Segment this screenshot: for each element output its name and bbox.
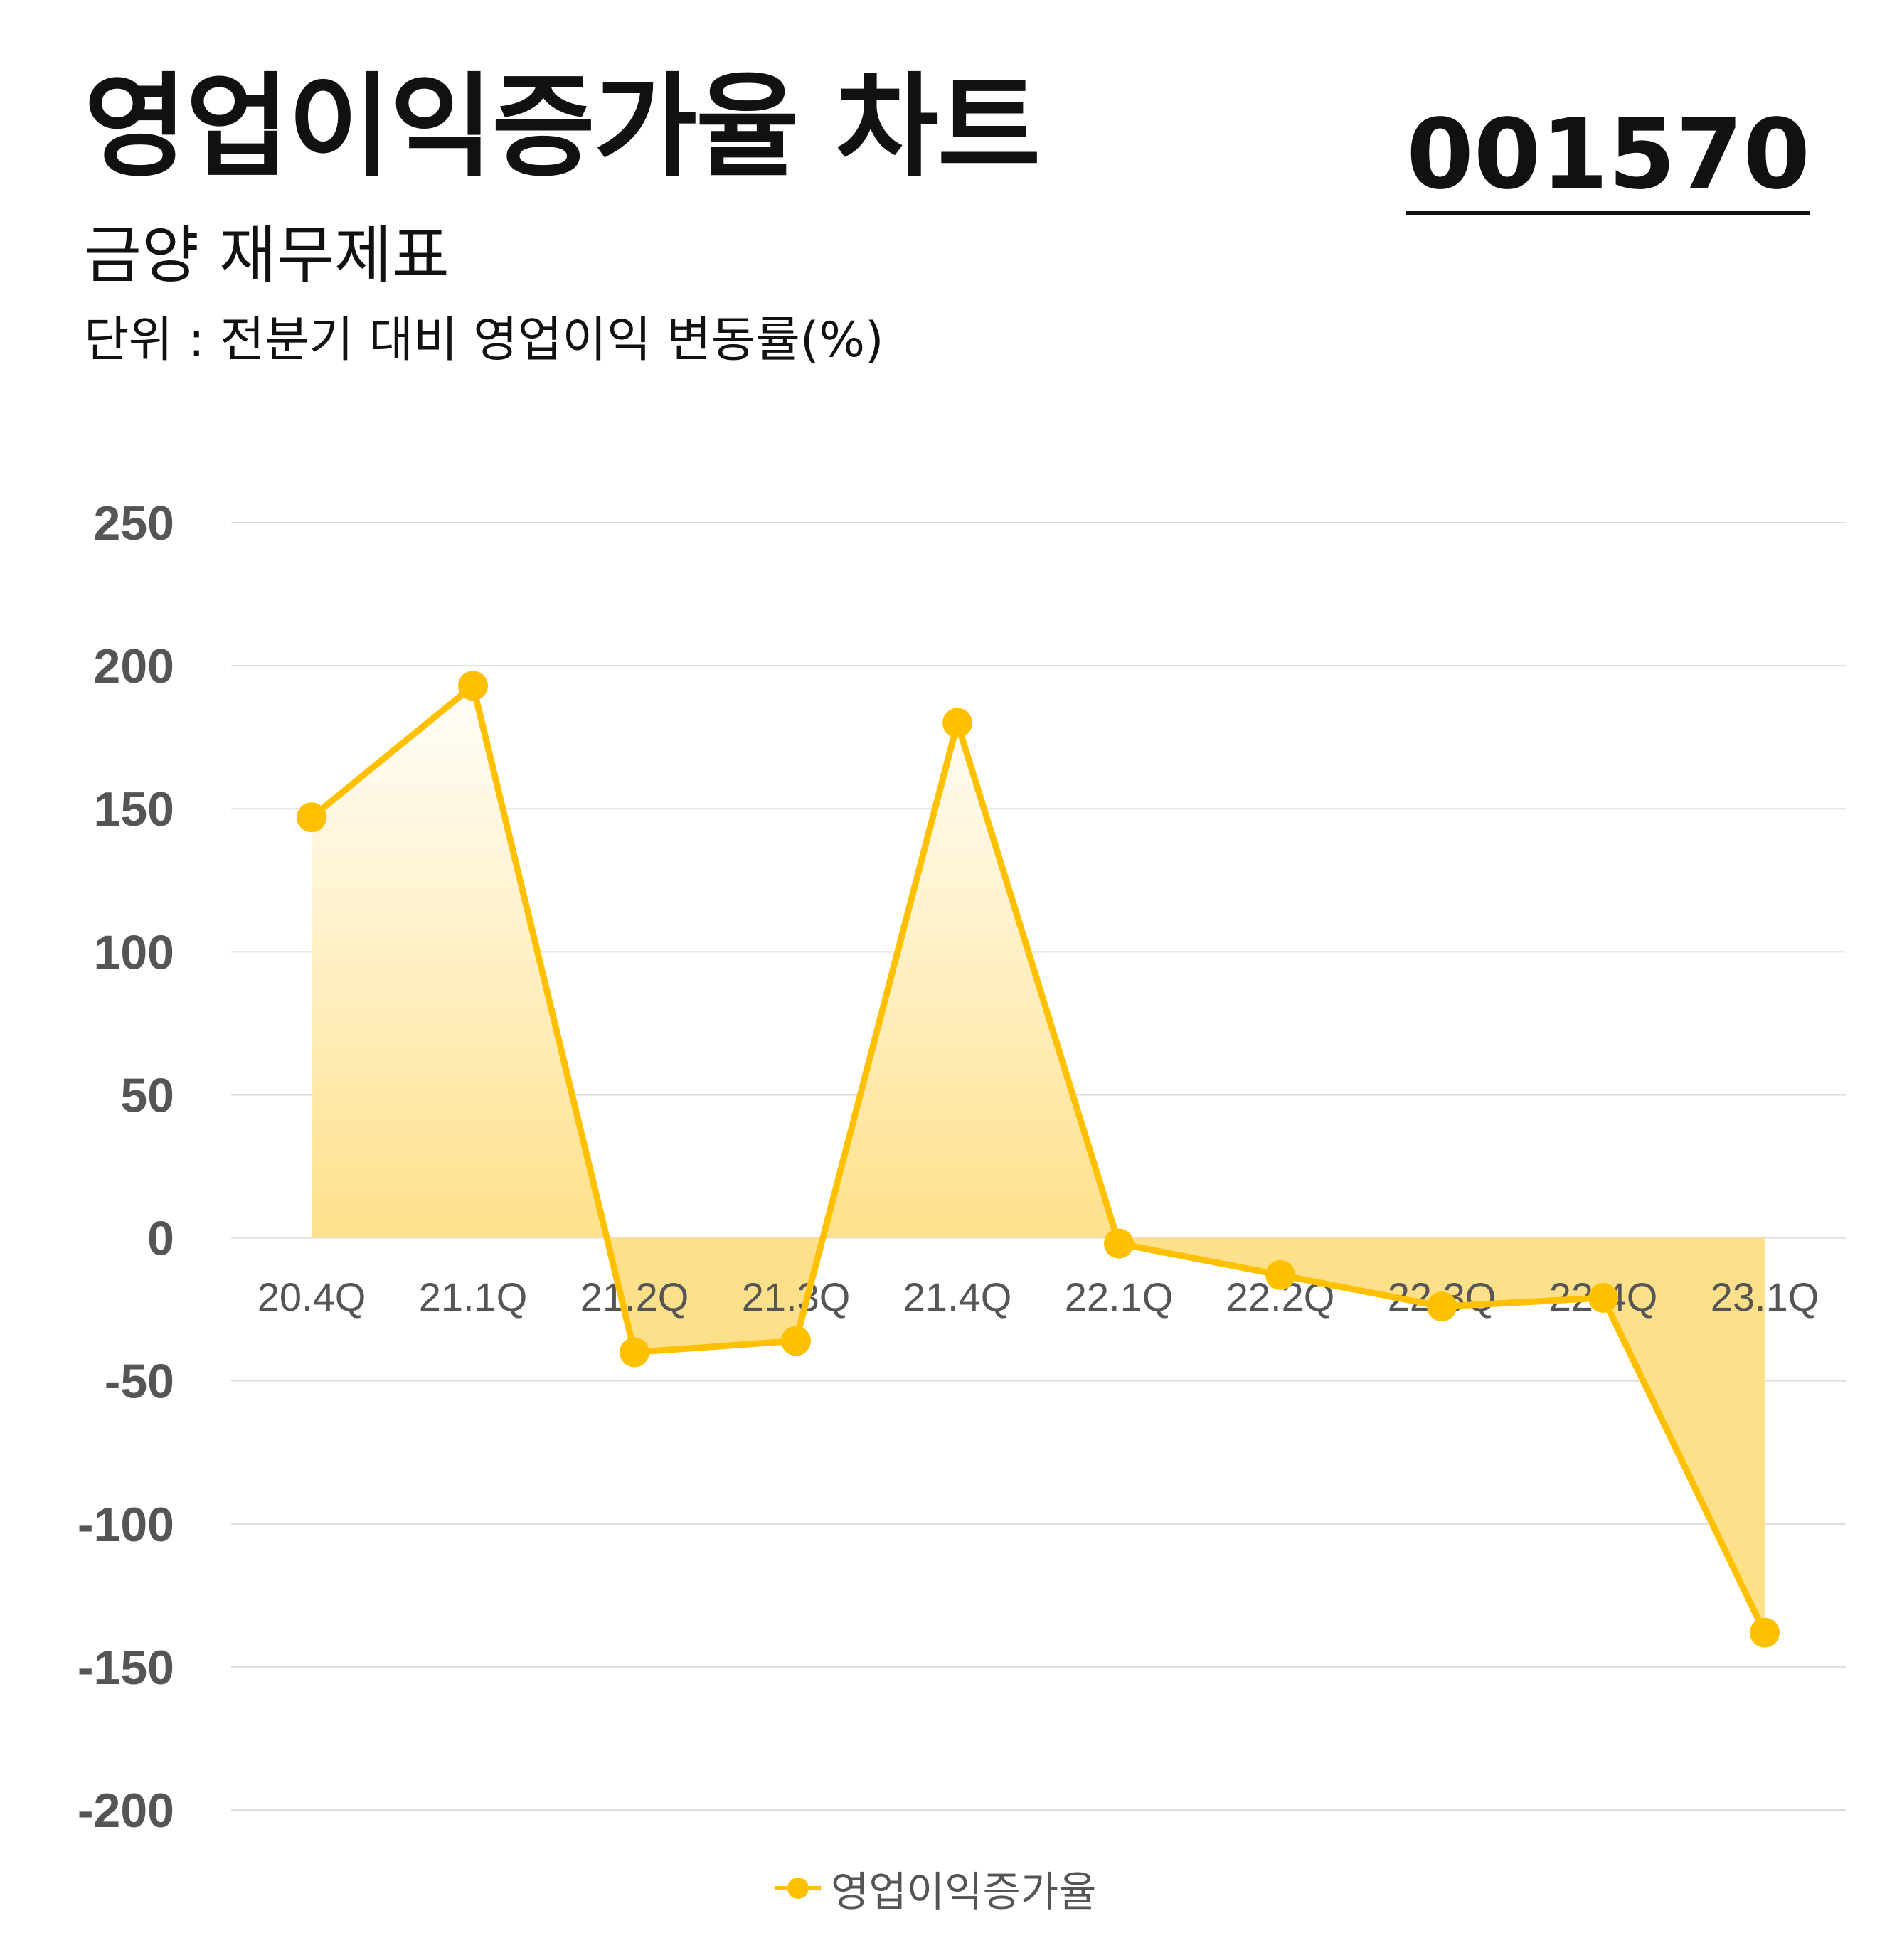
y-tick-label: 100 xyxy=(94,925,174,979)
x-tick-label: 21.3Q xyxy=(742,1274,851,1319)
legend-marker-icon xyxy=(775,1874,821,1902)
series-line xyxy=(308,682,1768,1636)
data-point xyxy=(297,802,326,833)
data-point xyxy=(620,1337,649,1368)
legend-label: 영업이익증가율 xyxy=(831,1868,1097,1916)
data-point xyxy=(458,671,488,701)
x-tick-label: 21.2Q xyxy=(580,1274,689,1319)
y-tick-label: 200 xyxy=(94,639,174,693)
legend[interactable]: 영업이익증가율 xyxy=(775,1860,1097,1917)
data-point xyxy=(1750,1617,1780,1648)
y-tick-label: 50 xyxy=(120,1068,174,1122)
y-axis-ticks: 250 200 150 100 50 0 -50 -100 -150 -200 xyxy=(78,496,174,1838)
chart-subtitle: 금양 재무제표 xyxy=(84,218,450,292)
data-point xyxy=(1588,1283,1618,1314)
y-tick-label: -200 xyxy=(78,1784,174,1838)
unit-label: 단위 : 전분기 대비 영업이익 변동률(%) xyxy=(84,312,884,368)
x-tick-label: 21.4Q xyxy=(903,1274,1012,1319)
y-tick-label: -100 xyxy=(78,1498,174,1552)
y-tick-label: -50 xyxy=(105,1355,174,1409)
series-points xyxy=(297,671,1780,1648)
y-tick-label: -150 xyxy=(78,1641,174,1695)
data-point xyxy=(1427,1291,1457,1322)
x-tick-label: 22.1Q xyxy=(1065,1274,1174,1319)
chart-title: 영업이익증가율 차트 xyxy=(84,62,1041,193)
area-fill-shape xyxy=(312,686,1765,1633)
y-tick-label: 150 xyxy=(94,782,174,836)
stock-code[interactable]: 001570 xyxy=(1406,107,1810,215)
data-point xyxy=(1104,1228,1134,1259)
data-point xyxy=(942,708,972,738)
data-point xyxy=(1265,1259,1295,1290)
y-tick-label: 250 xyxy=(94,496,174,550)
series-polyline xyxy=(308,682,1768,1636)
data-point xyxy=(781,1326,811,1356)
y-tick-label: 0 xyxy=(147,1212,174,1266)
x-tick-label: 23.1Q xyxy=(1711,1274,1819,1319)
area-fill xyxy=(312,686,1765,1633)
x-tick-label: 21.1Q xyxy=(419,1274,528,1319)
x-tick-label: 20.4Q xyxy=(257,1274,366,1319)
